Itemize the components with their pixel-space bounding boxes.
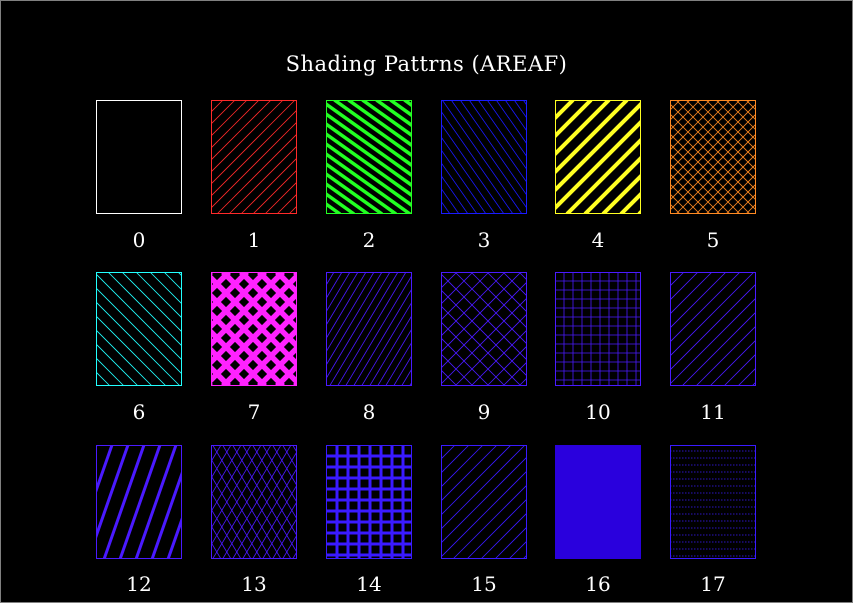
pattern-border — [326, 272, 412, 386]
pattern-label: 8 — [362, 400, 376, 424]
pattern-border — [96, 100, 182, 214]
pattern-fill — [555, 272, 641, 386]
pattern-swatch-6 — [96, 272, 182, 386]
pattern-fill — [670, 272, 756, 386]
pattern-border — [326, 100, 412, 214]
pattern-border — [211, 272, 297, 386]
pattern-border — [211, 100, 297, 214]
pattern-swatch-2 — [326, 100, 412, 214]
pattern-label: 17 — [700, 572, 726, 596]
pattern-swatch-13 — [211, 445, 297, 559]
pattern-fill — [211, 272, 297, 386]
pattern-fill — [211, 100, 297, 214]
pattern-border — [441, 100, 527, 214]
pattern-swatch-8 — [326, 272, 412, 386]
pattern-fill — [211, 445, 297, 559]
pattern-label: 16 — [585, 572, 611, 596]
pattern-swatch-10 — [555, 272, 641, 386]
pattern-border — [441, 445, 527, 559]
page-title: Shading Pattrns (AREAF) — [285, 52, 568, 76]
pattern-label: 12 — [126, 572, 152, 596]
pattern-fill — [441, 272, 527, 386]
pattern-border — [326, 445, 412, 559]
pattern-label: 14 — [356, 572, 382, 596]
pattern-label: 9 — [477, 400, 491, 424]
pattern-swatch-17 — [670, 445, 756, 559]
pattern-fill — [555, 100, 641, 214]
pattern-border — [555, 100, 641, 214]
pattern-swatch-1 — [211, 100, 297, 214]
pattern-border — [555, 445, 641, 559]
pattern-swatch-0 — [96, 100, 182, 214]
pattern-label: 10 — [585, 400, 611, 424]
pattern-border — [96, 272, 182, 386]
pattern-swatch-4 — [555, 100, 641, 214]
pattern-swatch-16 — [555, 445, 641, 559]
pattern-fill — [670, 100, 756, 214]
pattern-fill — [96, 272, 182, 386]
pattern-fill — [441, 100, 527, 214]
pattern-border — [555, 272, 641, 386]
pattern-fill — [670, 450, 756, 557]
pattern-swatch-3 — [441, 100, 527, 214]
pattern-swatch-5 — [670, 100, 756, 214]
pattern-border — [211, 445, 297, 559]
pattern-swatch-11 — [670, 272, 756, 386]
pattern-swatch-14 — [326, 445, 412, 559]
pattern-swatch-12 — [96, 445, 182, 559]
pattern-swatch-15 — [441, 445, 527, 559]
pattern-label: 13 — [241, 572, 267, 596]
pattern-label: 4 — [591, 228, 605, 252]
pattern-label: 7 — [247, 400, 261, 424]
pattern-fill — [326, 100, 412, 214]
pattern-label: 2 — [362, 228, 376, 252]
pattern-border — [670, 272, 756, 386]
pattern-fill — [326, 445, 412, 559]
pattern-fill — [555, 445, 641, 559]
pattern-fill — [96, 445, 182, 559]
pattern-label: 0 — [132, 228, 146, 252]
pattern-border — [96, 445, 182, 559]
pattern-label: 3 — [477, 228, 491, 252]
pattern-border — [670, 100, 756, 214]
pattern-label: 11 — [700, 400, 726, 424]
pattern-swatch-9 — [441, 272, 527, 386]
pattern-label: 5 — [706, 228, 720, 252]
pattern-label: 6 — [132, 400, 146, 424]
pattern-label: 15 — [471, 572, 497, 596]
pattern-border — [441, 272, 527, 386]
pattern-fill — [441, 445, 527, 559]
pattern-label: 1 — [247, 228, 261, 252]
pattern-swatch-7 — [211, 272, 297, 386]
pattern-border — [670, 445, 756, 559]
